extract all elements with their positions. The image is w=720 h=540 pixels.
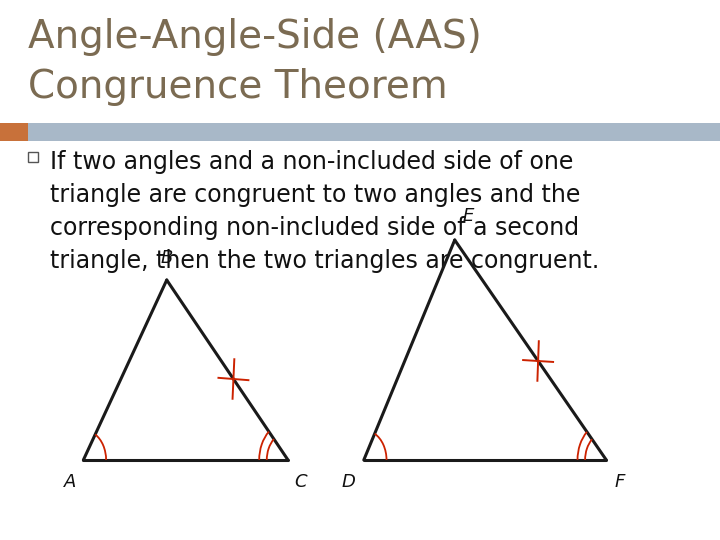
Text: Congruence Theorem: Congruence Theorem (28, 68, 448, 106)
Text: triangle, then the two triangles are congruent.: triangle, then the two triangles are con… (50, 249, 599, 273)
Text: corresponding non-included side of a second: corresponding non-included side of a sec… (50, 216, 579, 240)
Bar (0, 123, 28, 141)
Text: If two angles and a non-included side of one: If two angles and a non-included side of… (50, 150, 573, 174)
Text: D: D (342, 473, 356, 491)
Bar (28, 152, 38, 162)
Text: Angle-Angle-Side (AAS): Angle-Angle-Side (AAS) (28, 18, 482, 56)
Text: F: F (615, 473, 625, 491)
Bar (0, 123, 720, 141)
Text: C: C (294, 473, 307, 491)
Text: B: B (161, 249, 173, 267)
Text: E: E (463, 207, 474, 225)
Text: A: A (64, 473, 76, 491)
Text: triangle are congruent to two angles and the: triangle are congruent to two angles and… (50, 183, 580, 207)
